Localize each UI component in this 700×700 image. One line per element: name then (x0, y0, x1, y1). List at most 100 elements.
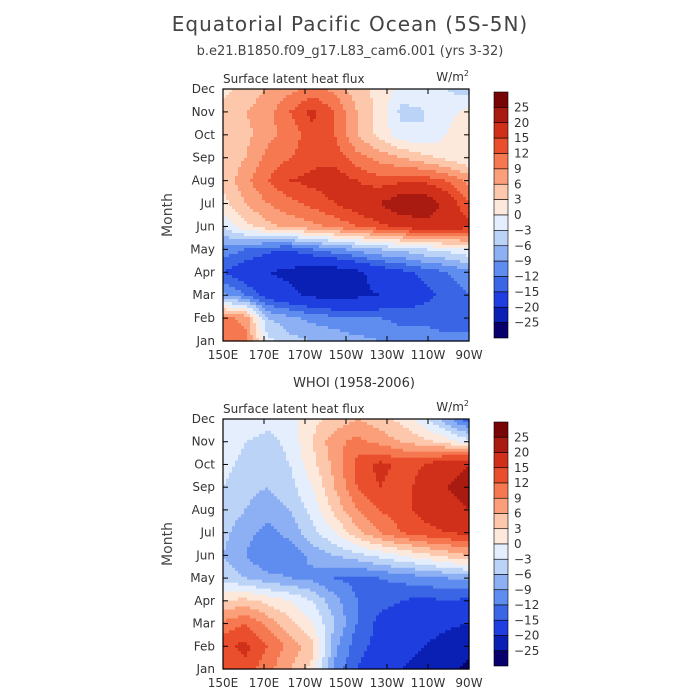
heatmap-cell (298, 95, 302, 99)
heatmap-cell (265, 122, 269, 126)
heatmap-cell (454, 194, 458, 198)
heatmap-cell (334, 137, 338, 141)
heatmap-cell (391, 113, 395, 117)
heatmap-cell (274, 137, 278, 141)
heatmap-cell (340, 224, 344, 228)
heatmap-cell (328, 173, 332, 177)
heatmap-cell (244, 230, 248, 234)
heatmap-cell (445, 158, 449, 162)
heatmap-cell (274, 158, 278, 162)
heatmap-cell (313, 206, 317, 210)
heatmap-cell (274, 218, 278, 222)
heatmap-cell (265, 233, 269, 237)
heatmap-cell (391, 239, 395, 243)
heatmap-cell (421, 95, 425, 99)
heatmap-cell (280, 98, 284, 102)
heatmap-cell (421, 179, 425, 183)
heatmap-cell (382, 101, 386, 105)
heatmap-cell (331, 161, 335, 165)
heatmap-cell (325, 134, 329, 138)
heatmap-cell (229, 110, 233, 114)
heatmap-cell (313, 170, 317, 174)
heatmap-cell (361, 185, 365, 189)
heatmap-cell (277, 212, 281, 216)
heatmap-cell (274, 260, 278, 264)
heatmap-cell (433, 170, 437, 174)
heatmap-cell (241, 140, 245, 144)
heatmap-cell (382, 164, 386, 168)
heatmap-cell (439, 263, 443, 267)
heatmap-cell (277, 215, 281, 219)
heatmap-cell (334, 197, 338, 201)
heatmap-cell (373, 95, 377, 99)
heatmap-cell (367, 92, 371, 96)
heatmap-cell (268, 128, 272, 132)
heatmap-cell (403, 173, 407, 177)
heatmap-cell (289, 107, 293, 111)
heatmap-cell (256, 182, 260, 186)
heatmap-cell (229, 182, 233, 186)
heatmap-cell (394, 149, 398, 153)
heatmap-cell (427, 107, 431, 111)
heatmap-cell (388, 128, 392, 132)
heatmap-cell (418, 212, 422, 216)
heatmap-cell (244, 221, 248, 225)
heatmap-cell (394, 269, 398, 273)
heatmap-cell (250, 89, 254, 93)
heatmap-cell (370, 218, 374, 222)
heatmap-cell (265, 206, 269, 210)
heatmap-cell (430, 167, 434, 171)
heatmap-cell (388, 215, 392, 219)
heatmap-cell (391, 224, 395, 228)
heatmap-cell (322, 146, 326, 150)
heatmap-cell (304, 248, 308, 252)
heatmap-cell (295, 116, 299, 120)
heatmap-cell (373, 164, 377, 168)
heatmap-cell (433, 155, 437, 159)
heatmap-cell (352, 152, 356, 156)
heatmap-cell (226, 263, 230, 267)
heatmap-cell (379, 230, 383, 234)
heatmap-cell (466, 95, 470, 99)
heatmap-cell (433, 158, 437, 162)
heatmap-cell (319, 128, 323, 132)
heatmap-cell (292, 107, 296, 111)
heatmap-cell (418, 182, 422, 186)
heatmap-cell (274, 128, 278, 132)
heatmap-cell (403, 203, 407, 207)
heatmap-cell (295, 179, 299, 183)
heatmap-cell (439, 230, 443, 234)
heatmap-cell (271, 104, 275, 108)
heatmap-cell (460, 266, 464, 270)
heatmap-cell (223, 194, 227, 198)
heatmap-cell (274, 239, 278, 243)
heatmap-cell (370, 149, 374, 153)
heatmap-cell (307, 170, 311, 174)
heatmap-cell (448, 110, 452, 114)
heatmap-cell (310, 98, 314, 102)
heatmap-cell (292, 122, 296, 126)
heatmap-cell (259, 152, 263, 156)
heatmap-cell (265, 173, 269, 177)
heatmap-cell (274, 254, 278, 258)
heatmap-cell (442, 89, 446, 93)
heatmap-cell (436, 173, 440, 177)
heatmap-cell (271, 116, 275, 120)
heatmap-cell (268, 116, 272, 120)
heatmap-cell (379, 176, 383, 180)
heatmap-cell (451, 149, 455, 153)
heatmap-cell (262, 200, 266, 204)
heatmap-cell (322, 143, 326, 147)
heatmap-cell (391, 92, 395, 96)
heatmap-cell (418, 188, 422, 192)
heatmap-cell (325, 242, 329, 246)
heatmap-cell (370, 170, 374, 174)
heatmap-cell (259, 197, 263, 201)
heatmap-cell (397, 251, 401, 255)
heatmap-cell (316, 149, 320, 153)
heatmap-cell (466, 89, 470, 93)
heatmap-cell (259, 245, 263, 249)
heatmap-cell (250, 242, 254, 246)
heatmap-cell (415, 170, 419, 174)
heatmap-cell (406, 110, 410, 114)
